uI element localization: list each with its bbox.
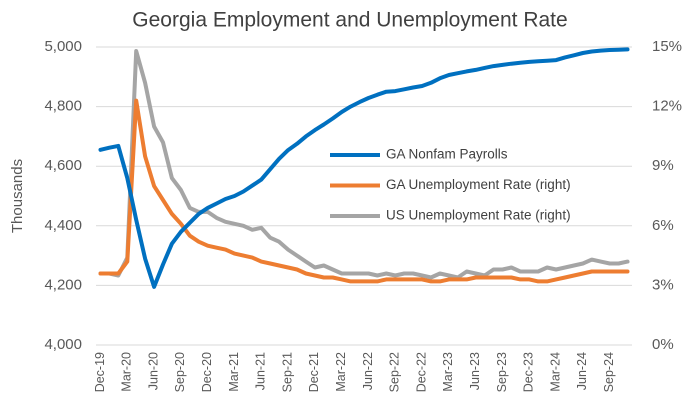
y-tick-label: 4,800 (44, 98, 82, 115)
x-tick-label: Jun-20 (146, 352, 160, 390)
x-tick-label: Dec-21 (307, 352, 321, 392)
legend-label: US Unemployment Rate (right) (386, 208, 571, 223)
x-tick-label: Jun-21 (254, 352, 268, 390)
y-tick-label: 4,000 (44, 336, 82, 353)
x-tick-label: Mar-23 (441, 352, 455, 392)
y-tick-label: 4,200 (44, 276, 82, 293)
y-tick-label: 5,000 (44, 38, 82, 55)
x-tick-label: Jun-23 (468, 352, 482, 390)
x-tick-label: Jun-24 (575, 352, 589, 390)
x-tick-label: Sep-21 (280, 352, 294, 392)
x-tick-label: Sep-22 (388, 352, 402, 392)
x-tick-label: Jun-22 (361, 352, 375, 390)
series-line (98, 98, 630, 284)
y2-tick-label: 3% (652, 276, 674, 293)
legend-label: GA Nonfam Payrolls (386, 147, 508, 162)
y-tick-label: 4,400 (44, 217, 82, 234)
x-tick-label: Dec-22 (414, 352, 428, 392)
x-tick-label: Sep-24 (602, 352, 616, 392)
chart-title: Georgia Employment and Unemployment Rate (132, 9, 567, 32)
series-line (98, 49, 630, 280)
y-tick-label: 4,600 (44, 157, 82, 174)
x-tick-label: Mar-24 (548, 352, 562, 392)
y2-tick-label: 9% (652, 157, 674, 174)
y2-tick-label: 15% (652, 38, 682, 55)
x-tick-label: Dec-20 (200, 352, 214, 392)
series-line (98, 47, 630, 289)
x-tick-label: Mar-22 (334, 352, 348, 392)
x-tick-label: Dec-23 (522, 352, 536, 392)
x-tick-label: Mar-20 (120, 352, 134, 392)
x-tick-label: Mar-21 (227, 352, 241, 392)
y2-tick-label: 0% (652, 336, 674, 353)
x-tick-label: Sep-23 (495, 352, 509, 392)
y2-tick-label: 12% (652, 98, 682, 115)
x-tick-label: Sep-20 (173, 352, 187, 392)
y-axis-label: Thousands (9, 159, 26, 233)
legend-label: GA Unemployment Rate (right) (386, 177, 571, 192)
y2-tick-label: 6% (652, 217, 674, 234)
x-tick-label: Dec-19 (93, 352, 107, 392)
